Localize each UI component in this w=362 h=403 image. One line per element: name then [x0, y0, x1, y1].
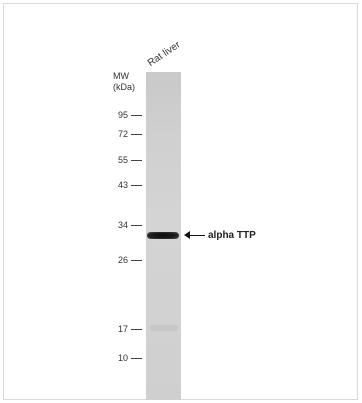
- marker-tick-55: [131, 160, 142, 161]
- marker-tick-43: [131, 185, 142, 186]
- marker-tick-10: [131, 358, 142, 359]
- marker-label-43: 43: [117, 180, 128, 190]
- marker-tick-17: [131, 329, 142, 330]
- marker-tick-34: [131, 225, 142, 226]
- protein-band: [147, 232, 179, 239]
- band-label: alpha TTP: [208, 230, 256, 241]
- marker-label-34: 34: [117, 220, 128, 230]
- faint-band: [150, 325, 178, 331]
- band-arrow-line: [186, 235, 205, 236]
- mw-title: MW (kDa): [113, 71, 135, 93]
- marker-label-55: 55: [117, 155, 128, 165]
- marker-label-26: 26: [117, 255, 128, 265]
- marker-label-10: 10: [117, 353, 128, 363]
- marker-label-17: 17: [117, 324, 128, 334]
- marker-label-95: 95: [117, 110, 128, 120]
- marker-tick-72: [131, 134, 142, 135]
- marker-tick-95: [131, 115, 142, 116]
- marker-label-72: 72: [117, 129, 128, 139]
- marker-tick-26: [131, 260, 142, 261]
- mw-title-line1: MW: [113, 71, 129, 81]
- mw-title-line2: (kDa): [113, 82, 135, 92]
